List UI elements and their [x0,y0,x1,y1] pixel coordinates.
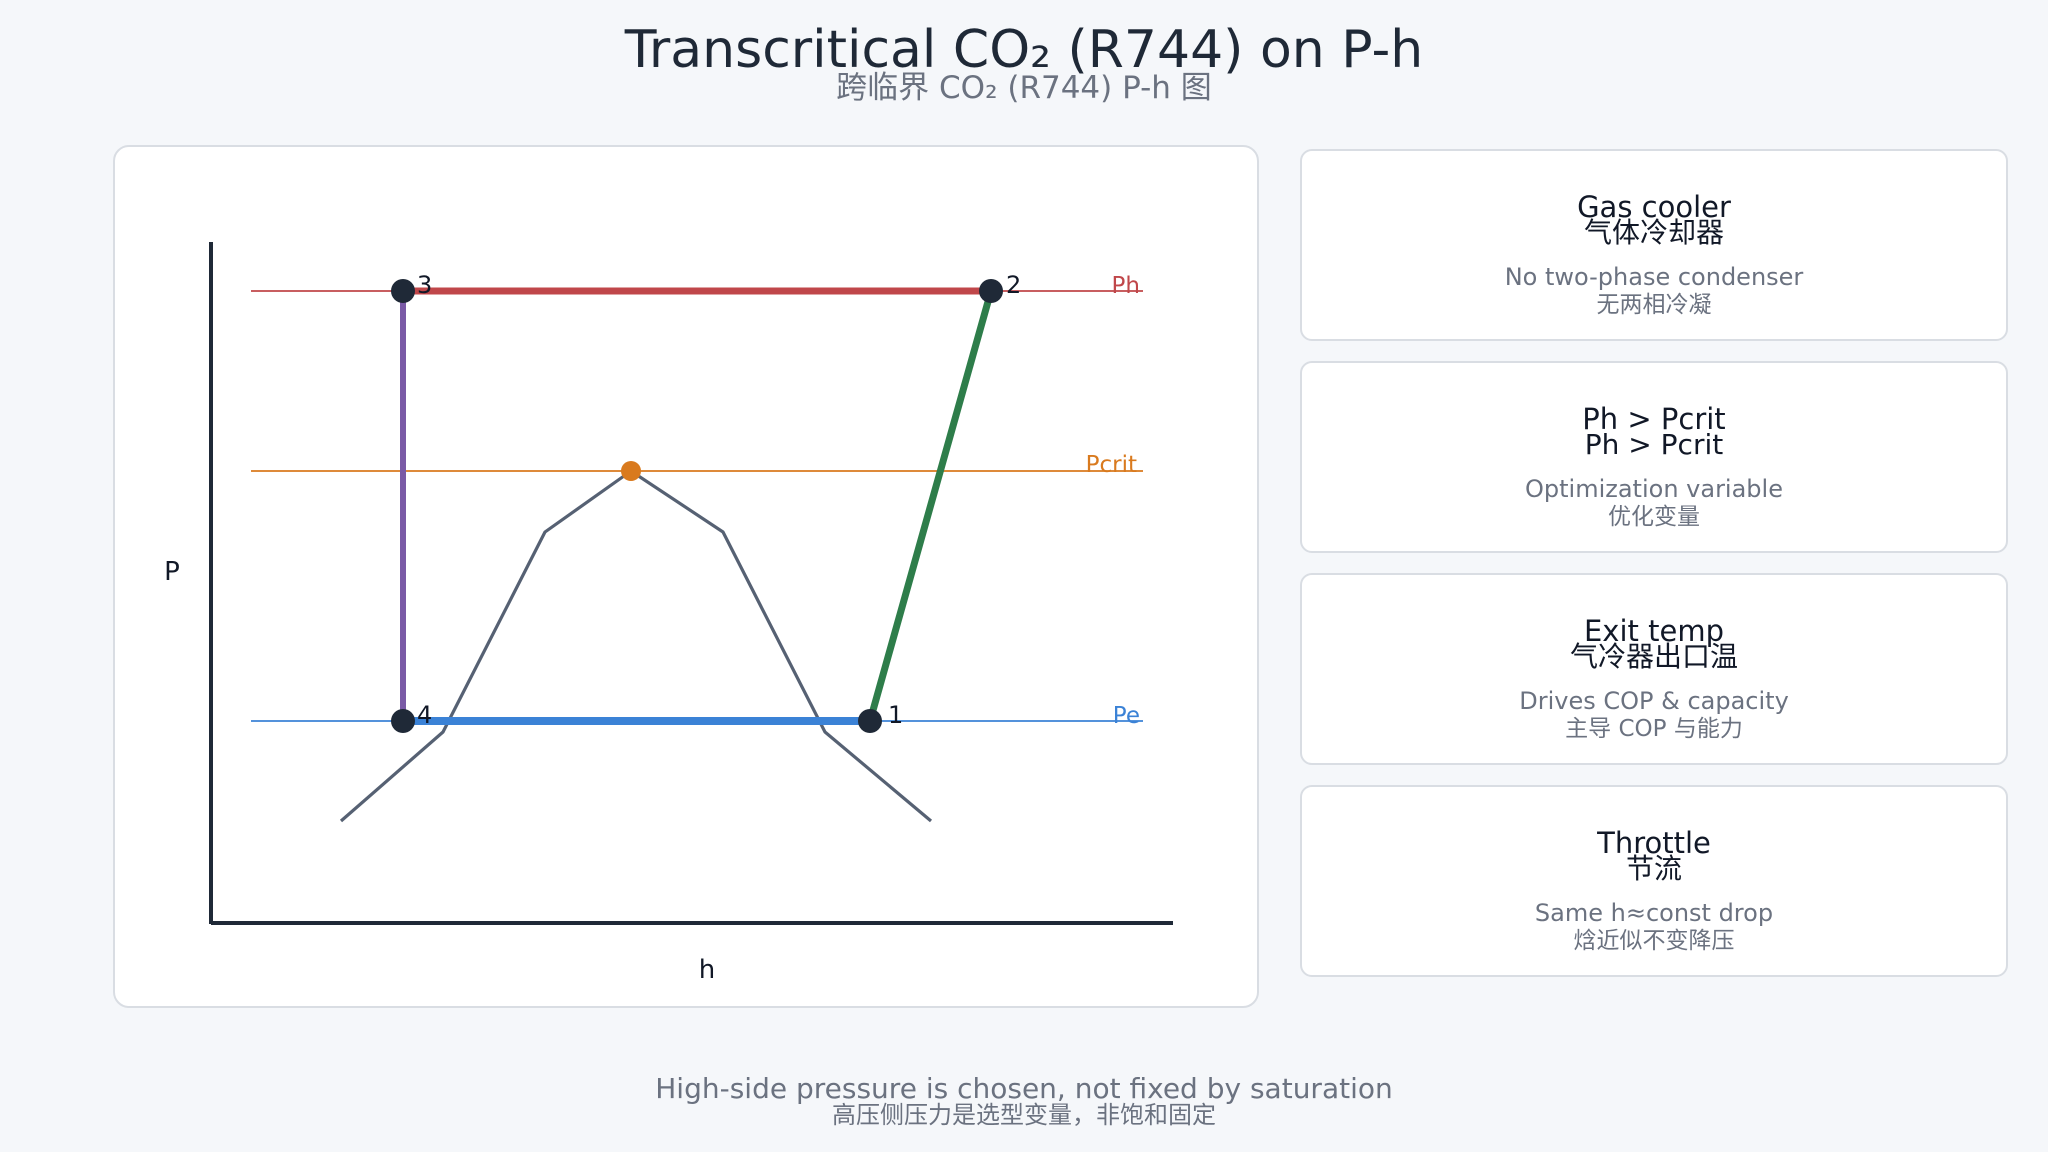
card-title-en: Throttle [1597,826,1711,860]
saturation-dome [339,469,933,823]
card-desc-zh: 主导 COP 与能力 [1565,716,1743,742]
card-title-en: Ph > Pcrit [1582,402,1726,436]
x-axis-label: h [699,955,715,985]
card-desc-en: Optimization variable [1525,475,1783,503]
evaporator-pressure-label: Pe [1113,703,1140,729]
ph-diagram-card: P h Ph Pcrit Pe 3 2 4 [113,145,1259,1008]
state-point-4-label: 4 [417,701,432,729]
compression-process [866,290,995,722]
page-subtitle: 跨临界 CO₂ (R744) P-h 图 [836,70,1212,106]
footer-note-en: High-side pressure is chosen, not fixed … [655,1072,1393,1105]
state-point-3 [391,279,415,303]
card-title-zh: 气冷器出口温 [1569,640,1738,673]
page-title: Transcritical CO₂ (R744) on P-h [624,20,1424,80]
card-desc-zh: 无两相冷凝 [1596,292,1712,318]
state-point-2 [979,279,1003,303]
critical-pressure-label: Pcrit [1086,452,1137,478]
high-pressure-label: Ph [1112,273,1140,299]
card-title-zh: Ph > Pcrit [1584,428,1724,461]
critical-point-marker [621,461,641,481]
card-title-zh: 节流 [1625,852,1682,885]
state-point-4 [391,709,415,733]
card-desc-en: Same h≈const drop [1534,899,1774,927]
card-desc-en: No two-phase condenser [1504,263,1804,291]
state-point-2-label: 2 [1006,271,1021,299]
y-axis-label: P [164,557,180,587]
card-desc-zh: 优化变量 [1608,504,1700,530]
card-exit-temp: Exit temp 气冷器出口温 Drives COP & capacity 主… [1300,573,2008,765]
state-point-1 [858,709,882,733]
card-gas-cooler: Gas cooler 气体冷却器 No two-phase condenser … [1300,149,2008,341]
card-title-en: Gas cooler [1577,190,1731,224]
state-point-3-label: 3 [417,271,432,299]
card-desc-zh: 焓近似不变降压 [1573,928,1735,954]
card-desc-en: Drives COP & capacity [1519,687,1789,715]
ph-diagram: P h Ph Pcrit Pe 3 2 4 [164,242,1173,985]
card-throttle: Throttle 节流 Same h≈const drop 焓近似不变降压 [1300,785,2008,977]
footer-note-zh: 高压侧压力是选型变量，非饱和固定 [832,1101,1216,1129]
card-title-en: Exit temp [1583,614,1724,648]
card-high-pressure: Ph > Pcrit Ph > Pcrit Optimization varia… [1300,361,2008,553]
state-point-1-label: 1 [888,701,903,729]
card-title-zh: 气体冷却器 [1583,216,1724,249]
